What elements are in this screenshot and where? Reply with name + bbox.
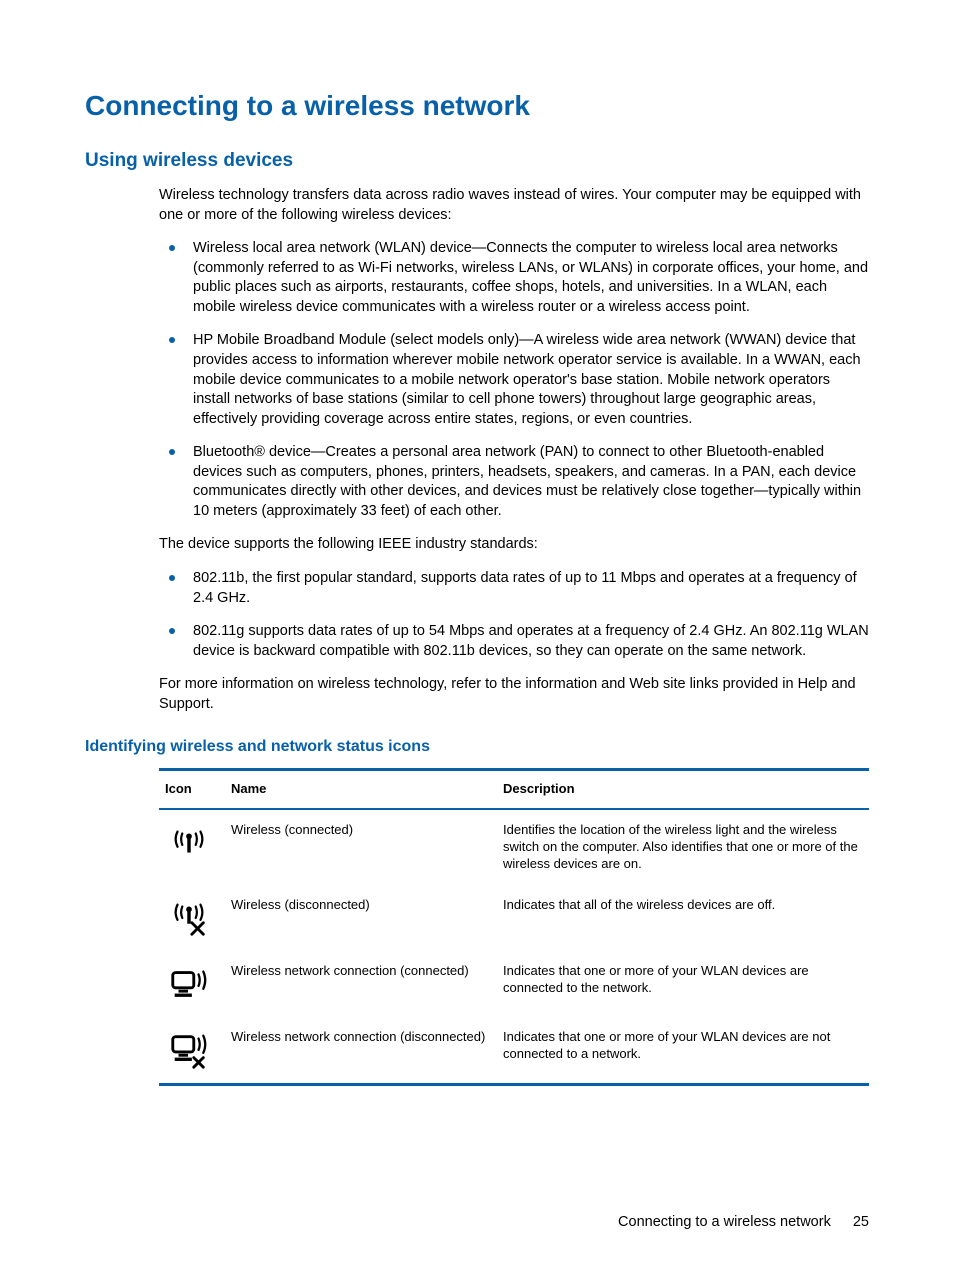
icon-cell bbox=[159, 897, 231, 939]
icon-cell bbox=[159, 1029, 231, 1071]
table-row: Wireless (connected) Identifies the loca… bbox=[159, 810, 869, 885]
desc-cell: Indicates that one or more of your WLAN … bbox=[503, 963, 869, 997]
name-cell: Wireless (disconnected) bbox=[231, 897, 503, 912]
page-footer: Connecting to a wireless network 25 bbox=[618, 1214, 869, 1230]
page-title: Connecting to a wireless network bbox=[85, 90, 869, 122]
mid-paragraph: The device supports the following IEEE i… bbox=[159, 535, 869, 555]
device-list: Wireless local area network (WLAN) devic… bbox=[159, 239, 869, 521]
desc-cell: Identifies the location of the wireless … bbox=[503, 822, 869, 873]
page-number: 25 bbox=[853, 1214, 869, 1230]
intro-paragraph: Wireless technology transfers data acros… bbox=[159, 186, 869, 225]
list-item: HP Mobile Broadband Module (select model… bbox=[159, 331, 869, 429]
wlan-disconnected-icon bbox=[165, 1029, 213, 1071]
wireless-connected-icon bbox=[165, 822, 213, 864]
desc-cell: Indicates that all of the wireless devic… bbox=[503, 897, 869, 914]
section-heading-using-wireless: Using wireless devices bbox=[85, 150, 869, 172]
section-body: Wireless technology transfers data acros… bbox=[159, 186, 869, 714]
name-cell: Wireless (connected) bbox=[231, 822, 503, 837]
status-icons-table: Icon Name Description Wireless (connec bbox=[159, 768, 869, 1086]
table-row: Wireless network connection (connected) … bbox=[159, 951, 869, 1017]
table-header-row: Icon Name Description bbox=[159, 771, 869, 810]
footer-label: Connecting to a wireless network bbox=[618, 1214, 831, 1230]
name-cell: Wireless network connection (disconnecte… bbox=[231, 1029, 503, 1044]
icon-cell bbox=[159, 822, 231, 864]
section-heading-identifying-icons: Identifying wireless and network status … bbox=[85, 738, 869, 756]
document-page: Connecting to a wireless network Using w… bbox=[0, 0, 954, 1270]
outro-paragraph: For more information on wireless technol… bbox=[159, 675, 869, 714]
icon-cell bbox=[159, 963, 231, 1005]
column-header-icon: Icon bbox=[159, 781, 231, 798]
wireless-disconnected-icon bbox=[165, 897, 213, 939]
column-header-description: Description bbox=[503, 781, 869, 798]
desc-cell: Indicates that one or more of your WLAN … bbox=[503, 1029, 869, 1063]
table-row: Wireless network connection (disconnecte… bbox=[159, 1017, 869, 1083]
wlan-connected-icon bbox=[165, 963, 213, 1005]
name-cell: Wireless network connection (connected) bbox=[231, 963, 503, 978]
list-item: 802.11g supports data rates of up to 54 … bbox=[159, 622, 869, 661]
table-row: Wireless (disconnected) Indicates that a… bbox=[159, 885, 869, 951]
list-item: 802.11b, the first popular standard, sup… bbox=[159, 569, 869, 608]
standards-list: 802.11b, the first popular standard, sup… bbox=[159, 569, 869, 661]
list-item: Bluetooth® device—Creates a personal are… bbox=[159, 443, 869, 521]
column-header-name: Name bbox=[231, 781, 503, 798]
list-item: Wireless local area network (WLAN) devic… bbox=[159, 239, 869, 317]
